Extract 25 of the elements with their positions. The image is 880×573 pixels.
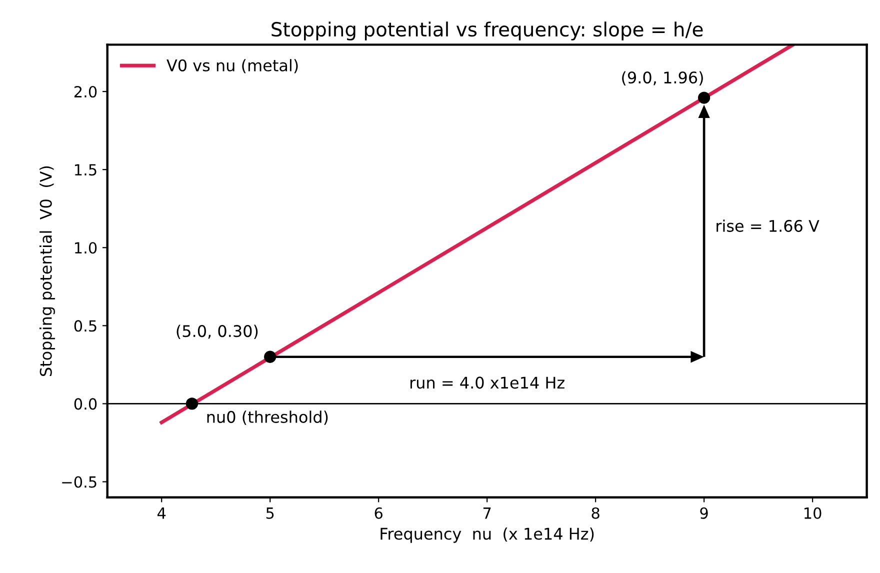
y-tick-label: 1.0 bbox=[75, 242, 97, 254]
y-tick-label: 2.0 bbox=[74, 86, 97, 98]
x-tick-label: 6 bbox=[374, 507, 382, 519]
x-tick-label: 5 bbox=[266, 508, 274, 519]
y-tick-label: 0.5 bbox=[74, 320, 96, 332]
annotation: rise = 1.66 V bbox=[716, 220, 820, 232]
x-tick-label: 4 bbox=[157, 508, 166, 519]
annotation: (5.0, 0.30) bbox=[176, 324, 258, 339]
y-tick-label: 0.0 bbox=[74, 398, 97, 410]
y-axis-title: Stopping potential V0 (V) bbox=[40, 166, 55, 376]
y-tick-label: −0.5 bbox=[62, 476, 96, 488]
point bbox=[186, 398, 198, 410]
point bbox=[698, 92, 710, 104]
annotation: run = 4.0 x1e14 Hz bbox=[410, 376, 564, 389]
point bbox=[264, 350, 276, 363]
y-tick-label: 1.5 bbox=[75, 164, 96, 176]
x-tick-label: 8 bbox=[592, 507, 600, 519]
chart-title: Stopping potential vs frequency: slope = h/e bbox=[272, 22, 703, 40]
annotation: (9.0, 1.96) bbox=[622, 71, 703, 86]
x-tick-label: 7 bbox=[483, 508, 491, 519]
x-axis-title: Frequency nu (x 1e14 Hz) bbox=[380, 527, 594, 543]
annotation: nu0 (threshold) bbox=[207, 410, 328, 425]
legend-label: V0 vs nu (metal) bbox=[166, 59, 298, 74]
x-tick-label: 10 bbox=[804, 507, 822, 519]
x-tick-label: 9 bbox=[700, 507, 708, 519]
